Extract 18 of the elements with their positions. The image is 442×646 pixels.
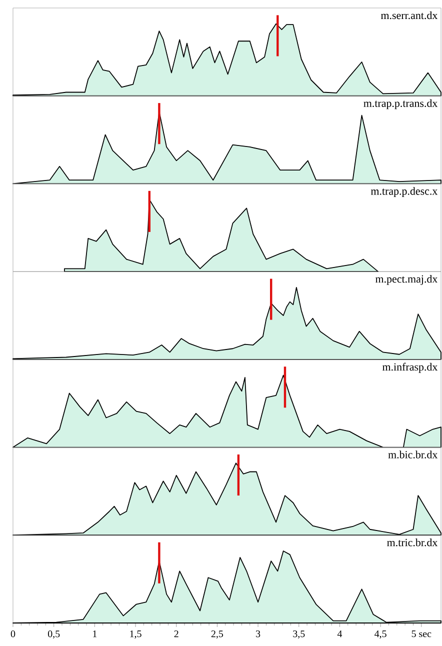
x-tick-label: 1 (93, 630, 97, 638)
x-tick-label: 4 (337, 630, 342, 638)
x-tick-label: 3 (256, 630, 260, 638)
chart-title: m.bic.br.dx (388, 450, 438, 458)
chart-title: m.trap.p.trans.dx (364, 99, 438, 110)
x-tick-label: 1,5 (130, 630, 142, 639)
chart-title: m.pect.maj.dx (376, 274, 438, 285)
chart-title: m.serr.ant.dx (380, 11, 438, 20)
x-tick-label: 0 (10, 630, 16, 638)
x-tick-label: 2,5 (211, 630, 224, 639)
x-tick-label: 5 sec (412, 630, 432, 638)
x-tick-label: 4,5 (374, 630, 386, 639)
chart-title: m.infrasp.dx (382, 362, 438, 373)
chart-title: m.tric.br.dx (387, 538, 438, 546)
x-tick-label: 2 (174, 630, 178, 638)
chart-title: m.trap.p.desc.x (370, 187, 438, 198)
x-tick-label: 0,5 (48, 630, 60, 639)
x-tick-label: 3,5 (293, 630, 305, 639)
